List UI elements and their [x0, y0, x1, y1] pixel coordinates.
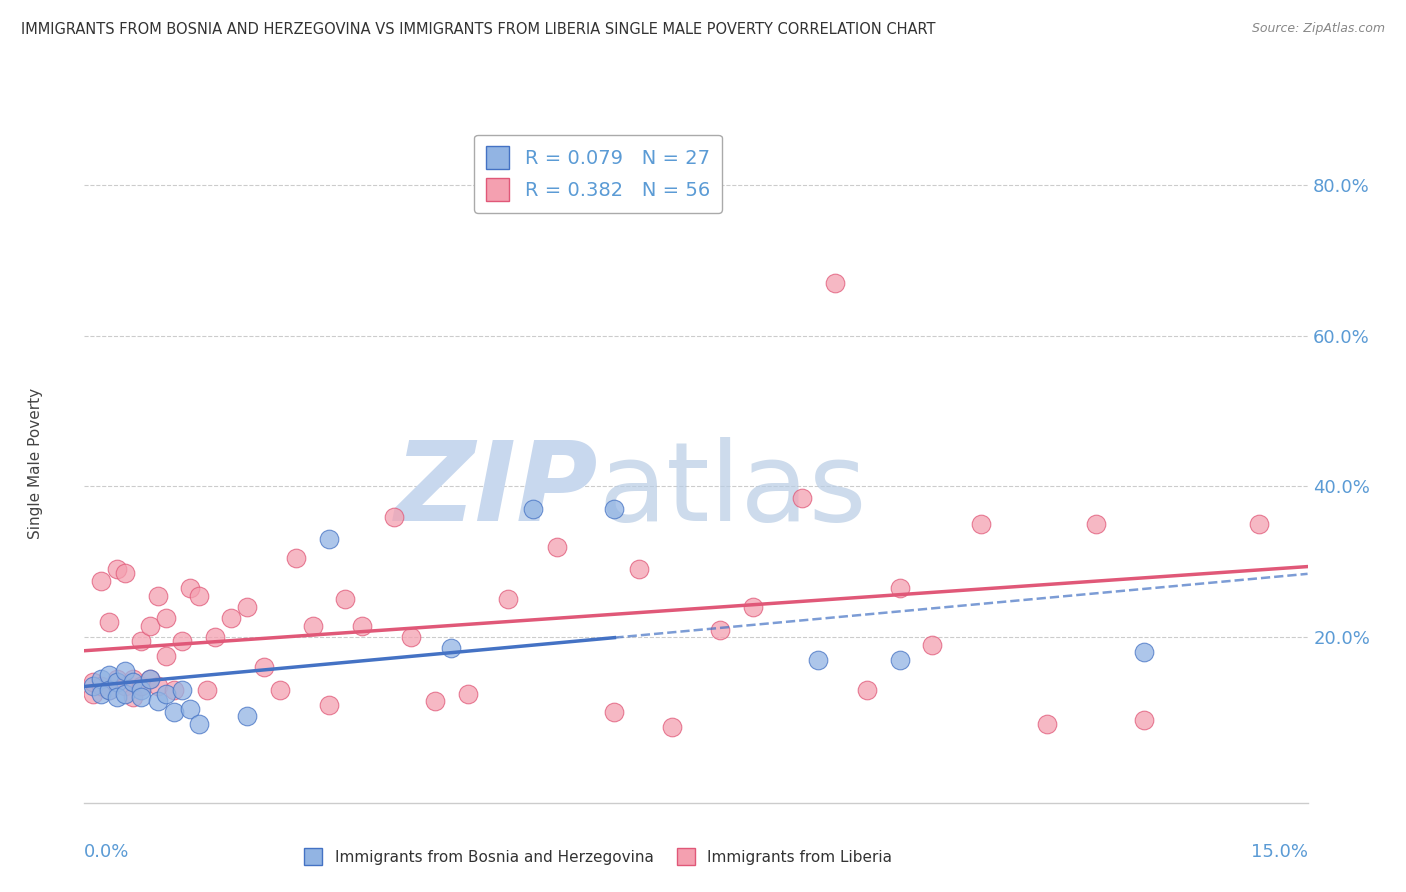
Point	[318, 532, 340, 546]
Point	[90, 679, 112, 693]
Point	[603, 706, 626, 720]
Point	[856, 682, 879, 697]
Point	[122, 675, 145, 690]
Point	[546, 540, 568, 554]
Point	[1133, 713, 1156, 727]
Point	[889, 653, 911, 667]
Point	[163, 706, 186, 720]
Point	[457, 687, 479, 701]
Point	[440, 641, 463, 656]
Point	[155, 611, 177, 625]
Point	[90, 687, 112, 701]
Point	[187, 589, 209, 603]
Point	[114, 687, 136, 701]
Point	[627, 562, 650, 576]
Point	[603, 502, 626, 516]
Point	[970, 517, 993, 532]
Point	[824, 276, 846, 290]
Legend: Immigrants from Bosnia and Herzegovina, Immigrants from Liberia: Immigrants from Bosnia and Herzegovina, …	[297, 840, 900, 873]
Point	[204, 630, 226, 644]
Text: Single Male Poverty: Single Male Poverty	[28, 388, 44, 540]
Point	[790, 491, 813, 505]
Point	[179, 581, 201, 595]
Point	[90, 672, 112, 686]
Point	[318, 698, 340, 712]
Point	[807, 653, 830, 667]
Point	[105, 562, 128, 576]
Point	[172, 682, 194, 697]
Point	[301, 619, 323, 633]
Point	[350, 619, 373, 633]
Point	[498, 592, 520, 607]
Point	[709, 623, 731, 637]
Text: IMMIGRANTS FROM BOSNIA AND HERZEGOVINA VS IMMIGRANTS FROM LIBERIA SINGLE MALE PO: IMMIGRANTS FROM BOSNIA AND HERZEGOVINA V…	[21, 22, 935, 37]
Point	[335, 592, 357, 607]
Point	[236, 599, 259, 614]
Point	[82, 679, 104, 693]
Point	[172, 633, 194, 648]
Point	[105, 675, 128, 690]
Point	[921, 638, 943, 652]
Point	[155, 648, 177, 663]
Point	[236, 709, 259, 723]
Point	[138, 619, 160, 633]
Point	[187, 716, 209, 731]
Point	[146, 694, 169, 708]
Point	[131, 682, 153, 697]
Point	[138, 672, 160, 686]
Point	[399, 630, 422, 644]
Point	[219, 611, 242, 625]
Point	[122, 672, 145, 686]
Point	[90, 574, 112, 588]
Point	[122, 690, 145, 705]
Point	[97, 682, 120, 697]
Point	[97, 682, 120, 697]
Text: 15.0%: 15.0%	[1250, 844, 1308, 862]
Point	[661, 721, 683, 735]
Point	[163, 682, 186, 697]
Point	[1133, 645, 1156, 659]
Point	[114, 566, 136, 580]
Point	[131, 679, 153, 693]
Point	[155, 687, 177, 701]
Point	[105, 690, 128, 705]
Point	[253, 660, 276, 674]
Point	[146, 679, 169, 693]
Point	[97, 615, 120, 629]
Point	[131, 690, 153, 705]
Text: 0.0%: 0.0%	[84, 844, 129, 862]
Point	[179, 701, 201, 715]
Point	[82, 687, 104, 701]
Point	[1247, 517, 1270, 532]
Point	[889, 581, 911, 595]
Point	[114, 664, 136, 678]
Point	[131, 633, 153, 648]
Point	[1084, 517, 1107, 532]
Point	[423, 694, 446, 708]
Text: Source: ZipAtlas.com: Source: ZipAtlas.com	[1251, 22, 1385, 36]
Point	[105, 672, 128, 686]
Point	[82, 675, 104, 690]
Point	[146, 589, 169, 603]
Point	[269, 682, 291, 697]
Point	[382, 509, 405, 524]
Point	[195, 682, 218, 697]
Text: atlas: atlas	[598, 437, 866, 544]
Point	[138, 672, 160, 686]
Point	[1035, 716, 1057, 731]
Point	[114, 679, 136, 693]
Point	[522, 502, 544, 516]
Text: ZIP: ZIP	[395, 437, 598, 544]
Point	[742, 599, 765, 614]
Point	[285, 551, 308, 566]
Point	[97, 667, 120, 681]
